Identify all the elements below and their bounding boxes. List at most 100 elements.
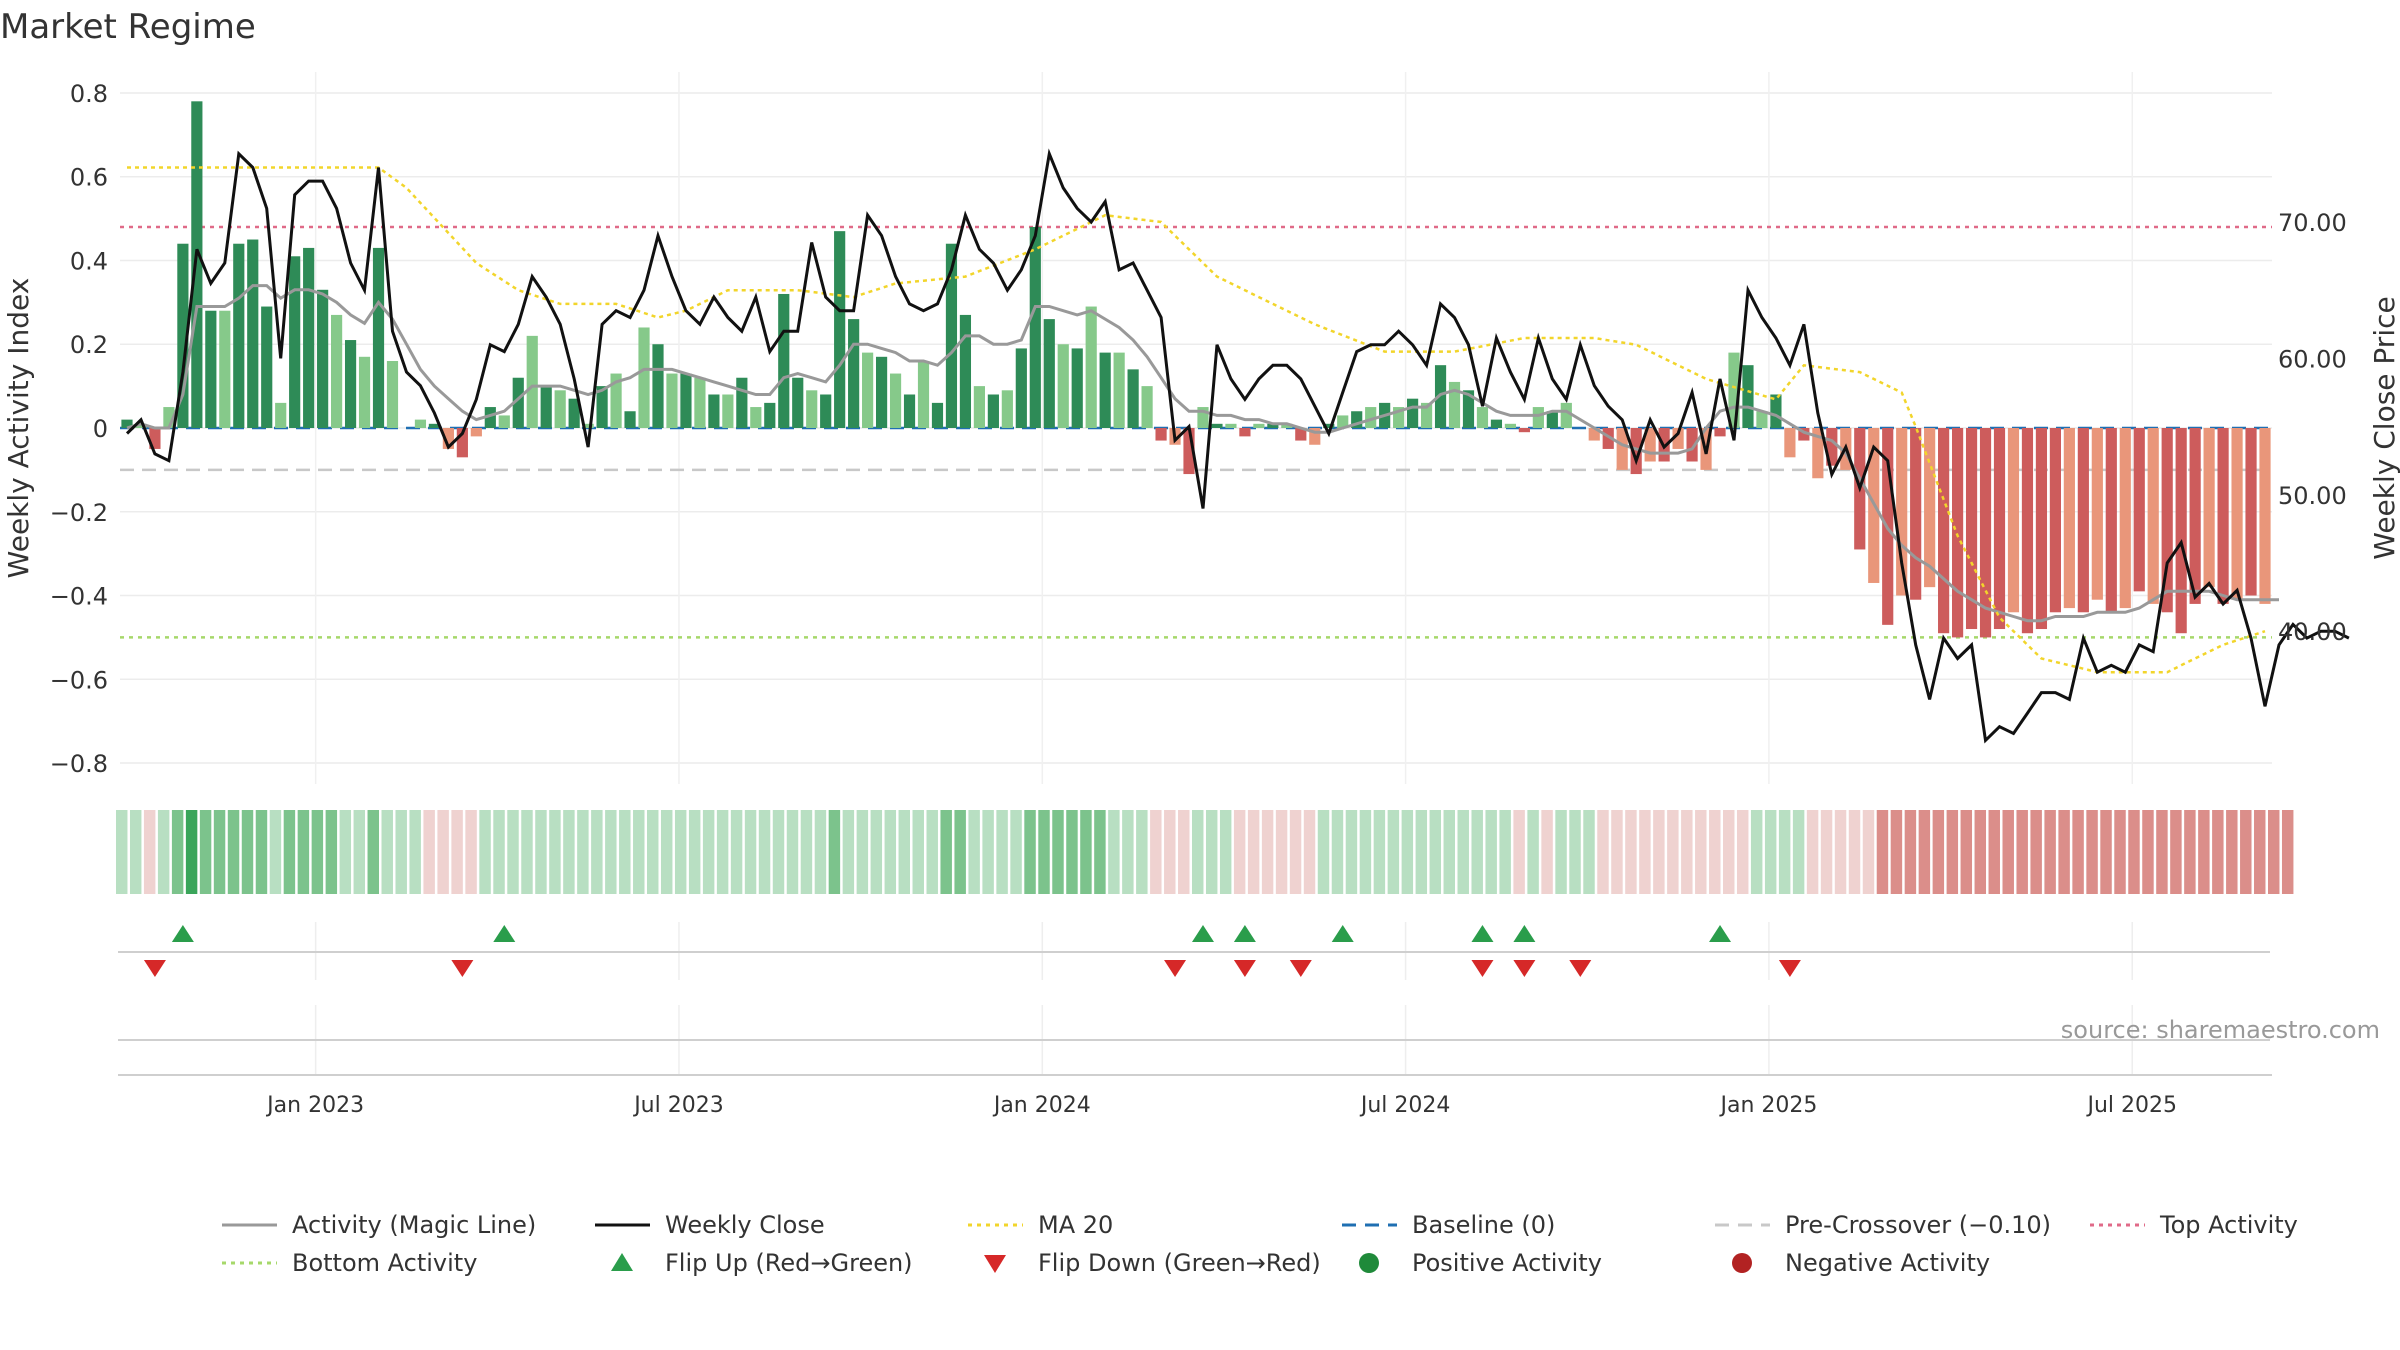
regime-cell <box>828 810 841 894</box>
activity-bar <box>2259 428 2271 604</box>
activity-bar <box>1728 352 1740 428</box>
regime-cell <box>1611 810 1623 894</box>
activity-bar <box>1281 423 1293 428</box>
activity-bar <box>722 394 734 428</box>
activity-bar <box>666 373 678 428</box>
activity-bar <box>1085 306 1097 428</box>
activity-bar <box>1267 423 1279 428</box>
regime-cell <box>339 810 352 894</box>
flip-up-marker <box>1513 925 1536 942</box>
activity-bar <box>1057 344 1069 428</box>
legend-label: Negative Activity <box>1785 1249 1990 1277</box>
activity-bar <box>2077 428 2089 613</box>
regime-cell <box>1247 810 1260 894</box>
y-tick-label: 0.2 <box>70 331 108 359</box>
activity-bar <box>1798 428 1810 441</box>
activity-bar <box>470 428 482 437</box>
activity-bar <box>1546 411 1558 428</box>
activity-bar <box>610 373 622 428</box>
regime-cell <box>1750 810 1763 894</box>
regime-cell <box>884 810 897 894</box>
regime-cell <box>116 810 128 894</box>
regime-cell <box>912 810 924 894</box>
activity-bar <box>386 360 399 428</box>
regime-cell <box>1457 810 1469 894</box>
regime-cell <box>1639 810 1651 894</box>
activity-bar <box>1253 423 1265 428</box>
activity-bar <box>219 310 231 428</box>
flip-down-marker <box>1164 960 1187 977</box>
activity-bar <box>1602 428 1614 449</box>
activity-bar <box>1434 365 1447 428</box>
regime-cell <box>1555 810 1567 894</box>
activity-bar <box>1910 428 1922 600</box>
activity-bar <box>1001 390 1013 428</box>
activity-bar <box>2189 428 2201 604</box>
regime-cell <box>2226 810 2238 894</box>
activity-bar <box>1965 428 1978 630</box>
activity-bar <box>959 314 972 428</box>
regime-cell <box>870 810 883 894</box>
activity-bar <box>1141 386 1153 428</box>
regime-cell <box>1010 810 1022 894</box>
activity-bar <box>1071 348 1083 428</box>
activity-bar <box>2091 428 2103 600</box>
regime-cell <box>1443 810 1455 894</box>
regime-cell <box>297 810 310 894</box>
activity-bar <box>596 386 608 428</box>
activity-bar <box>680 373 692 428</box>
regime-cell <box>968 810 980 894</box>
regime-cell <box>716 810 729 894</box>
regime-cell <box>1736 810 1749 894</box>
regime-cell <box>2281 810 2294 894</box>
regime-cell <box>996 810 1008 894</box>
y-tick-label: −0.8 <box>50 750 108 778</box>
activity-bar <box>1043 319 1055 428</box>
activity-bar <box>568 398 580 428</box>
flip-up-marker <box>1233 925 1256 942</box>
regime-cell <box>633 810 645 894</box>
activity-bar <box>247 239 259 428</box>
activity-bar <box>1672 428 1684 449</box>
activity-bar <box>2133 428 2145 592</box>
regime-cell <box>926 810 938 894</box>
regime-cell <box>1932 810 1945 894</box>
legend-item: Bottom Activity <box>222 1249 477 1277</box>
flip-up-marker <box>171 925 194 942</box>
regime-cell <box>1094 810 1106 894</box>
legend-label: Bottom Activity <box>292 1249 477 1277</box>
activity-bar <box>1742 365 1754 428</box>
regime-cell <box>954 810 966 894</box>
regime-cell <box>647 810 659 894</box>
activity-bar <box>1029 226 1041 428</box>
activity-bar <box>1938 428 1950 634</box>
regime-cell <box>1178 810 1190 894</box>
activity-bar <box>1756 411 1768 428</box>
regime-cell <box>423 810 435 894</box>
activity-bar <box>694 377 706 428</box>
activity-bar <box>414 419 427 428</box>
legend-swatch <box>611 1253 633 1271</box>
regime-cell <box>143 810 156 894</box>
regime-cell <box>1303 810 1316 894</box>
regime-cell <box>255 810 268 894</box>
regime-cell <box>437 810 449 894</box>
y2-tick-label: 40.00 <box>2278 618 2347 646</box>
regime-cell <box>409 810 421 894</box>
regime-cell <box>1904 810 1917 894</box>
legend-label: Positive Activity <box>1412 1249 1602 1277</box>
legend-item: Pre-Crossover (−0.10) <box>1715 1211 2051 1239</box>
flip-up-marker <box>1709 925 1732 942</box>
y-tick-label: 0.4 <box>70 247 108 275</box>
flip-up-marker <box>1331 925 1354 942</box>
regime-cell <box>591 810 603 894</box>
regime-cell <box>1541 810 1553 894</box>
regime-cell <box>1709 810 1721 894</box>
regime-cell <box>758 810 771 894</box>
regime-cell <box>1667 810 1679 894</box>
regime-cell <box>395 810 407 894</box>
regime-cell <box>1192 810 1204 894</box>
y2-tick-label: 60.00 <box>2278 345 2347 373</box>
activity-bar <box>526 335 538 428</box>
activity-bar <box>428 423 441 428</box>
